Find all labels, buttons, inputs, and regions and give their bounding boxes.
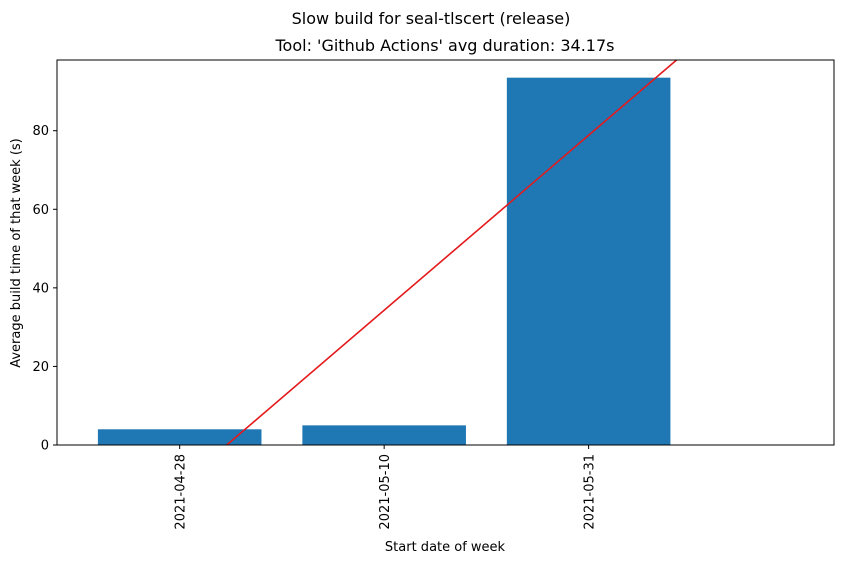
- trend-line: [226, 60, 678, 445]
- y-tick-label-80: 80: [32, 124, 49, 139]
- y-tick-label-40: 40: [32, 281, 49, 296]
- bar-2021-05-31: [506, 77, 671, 445]
- axes-frame: [56, 59, 835, 446]
- x-tick-label-2021-04-28: 2021-04-28: [174, 454, 189, 530]
- y-tick-label-60: 60: [32, 203, 49, 218]
- chart-title: Tool: 'Github Actions' avg duration: 34.…: [275, 36, 615, 55]
- bar-2021-05-10: [302, 425, 466, 445]
- x-tick-label-2021-05-10: 2021-05-10: [378, 454, 393, 530]
- x-tick-label-2021-05-31: 2021-05-31: [583, 454, 598, 530]
- x-axis-label: Start date of week: [385, 540, 506, 555]
- y-tick-label-0: 0: [41, 439, 49, 454]
- y-axis-label: Average build time of that week (s): [9, 138, 24, 368]
- bar-2021-04-28: [97, 429, 262, 445]
- chart-suptitle: Slow build for seal-tlscert (release): [292, 9, 571, 28]
- y-tick-label-20: 20: [32, 360, 49, 375]
- plot-area: 0 20 40 60 80 2021-04-28 2021-05-10 2021-05-31: [32, 59, 835, 530]
